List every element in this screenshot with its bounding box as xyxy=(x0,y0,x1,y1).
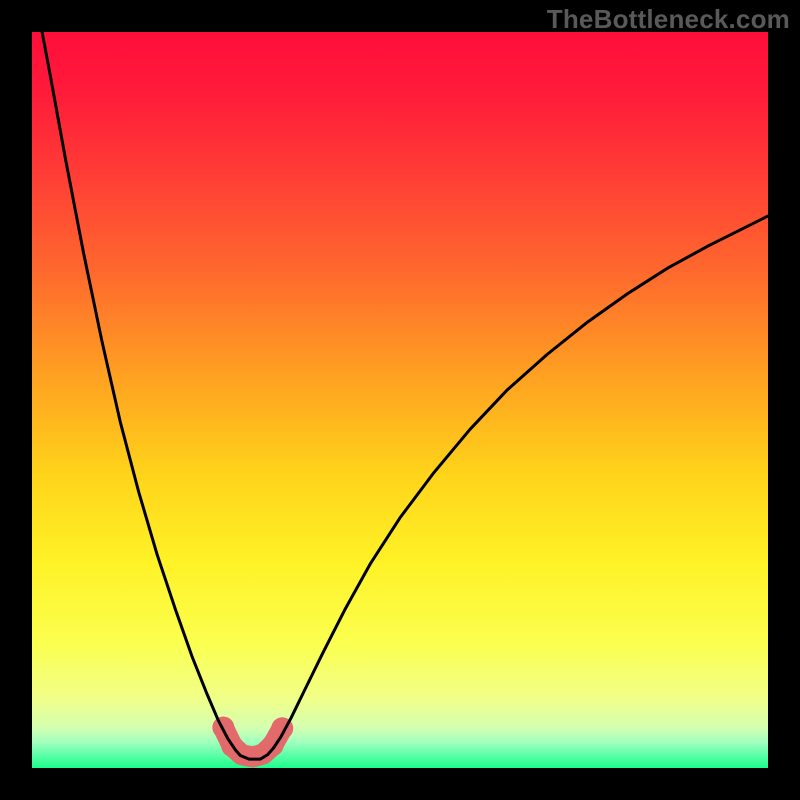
chart-container: TheBottleneck.com xyxy=(0,0,800,800)
plot-background xyxy=(32,32,768,768)
watermark-text: TheBottleneck.com xyxy=(547,4,790,35)
bottleneck-curve-chart xyxy=(0,0,800,800)
